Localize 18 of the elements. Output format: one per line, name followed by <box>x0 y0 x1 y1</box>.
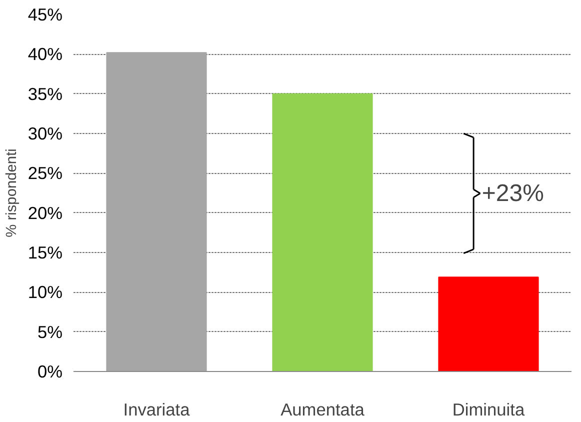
bar <box>106 52 207 372</box>
bar <box>438 276 539 372</box>
bar <box>272 93 373 372</box>
y-tick-label: 20% <box>28 202 63 223</box>
y-tick-label: 5% <box>37 322 62 342</box>
x-tick-label: Diminuita <box>452 400 525 420</box>
y-tick-label: 40% <box>28 44 63 64</box>
y-tick-label: 15% <box>28 242 63 262</box>
x-tick-label: Aumentata <box>280 400 365 420</box>
y-axis-title: % rispondenti <box>4 148 20 238</box>
y-tick-label: 0% <box>37 362 62 382</box>
y-tick-label: 35% <box>28 84 63 104</box>
annotation: +23% <box>482 180 544 207</box>
y-tick-label: 10% <box>28 282 63 302</box>
x-tick-label: Invariata <box>123 400 190 420</box>
y-tick-label: 30% <box>28 124 63 144</box>
y-tick-label: 45% <box>28 4 63 24</box>
y-tick-label: 25% <box>28 163 63 184</box>
